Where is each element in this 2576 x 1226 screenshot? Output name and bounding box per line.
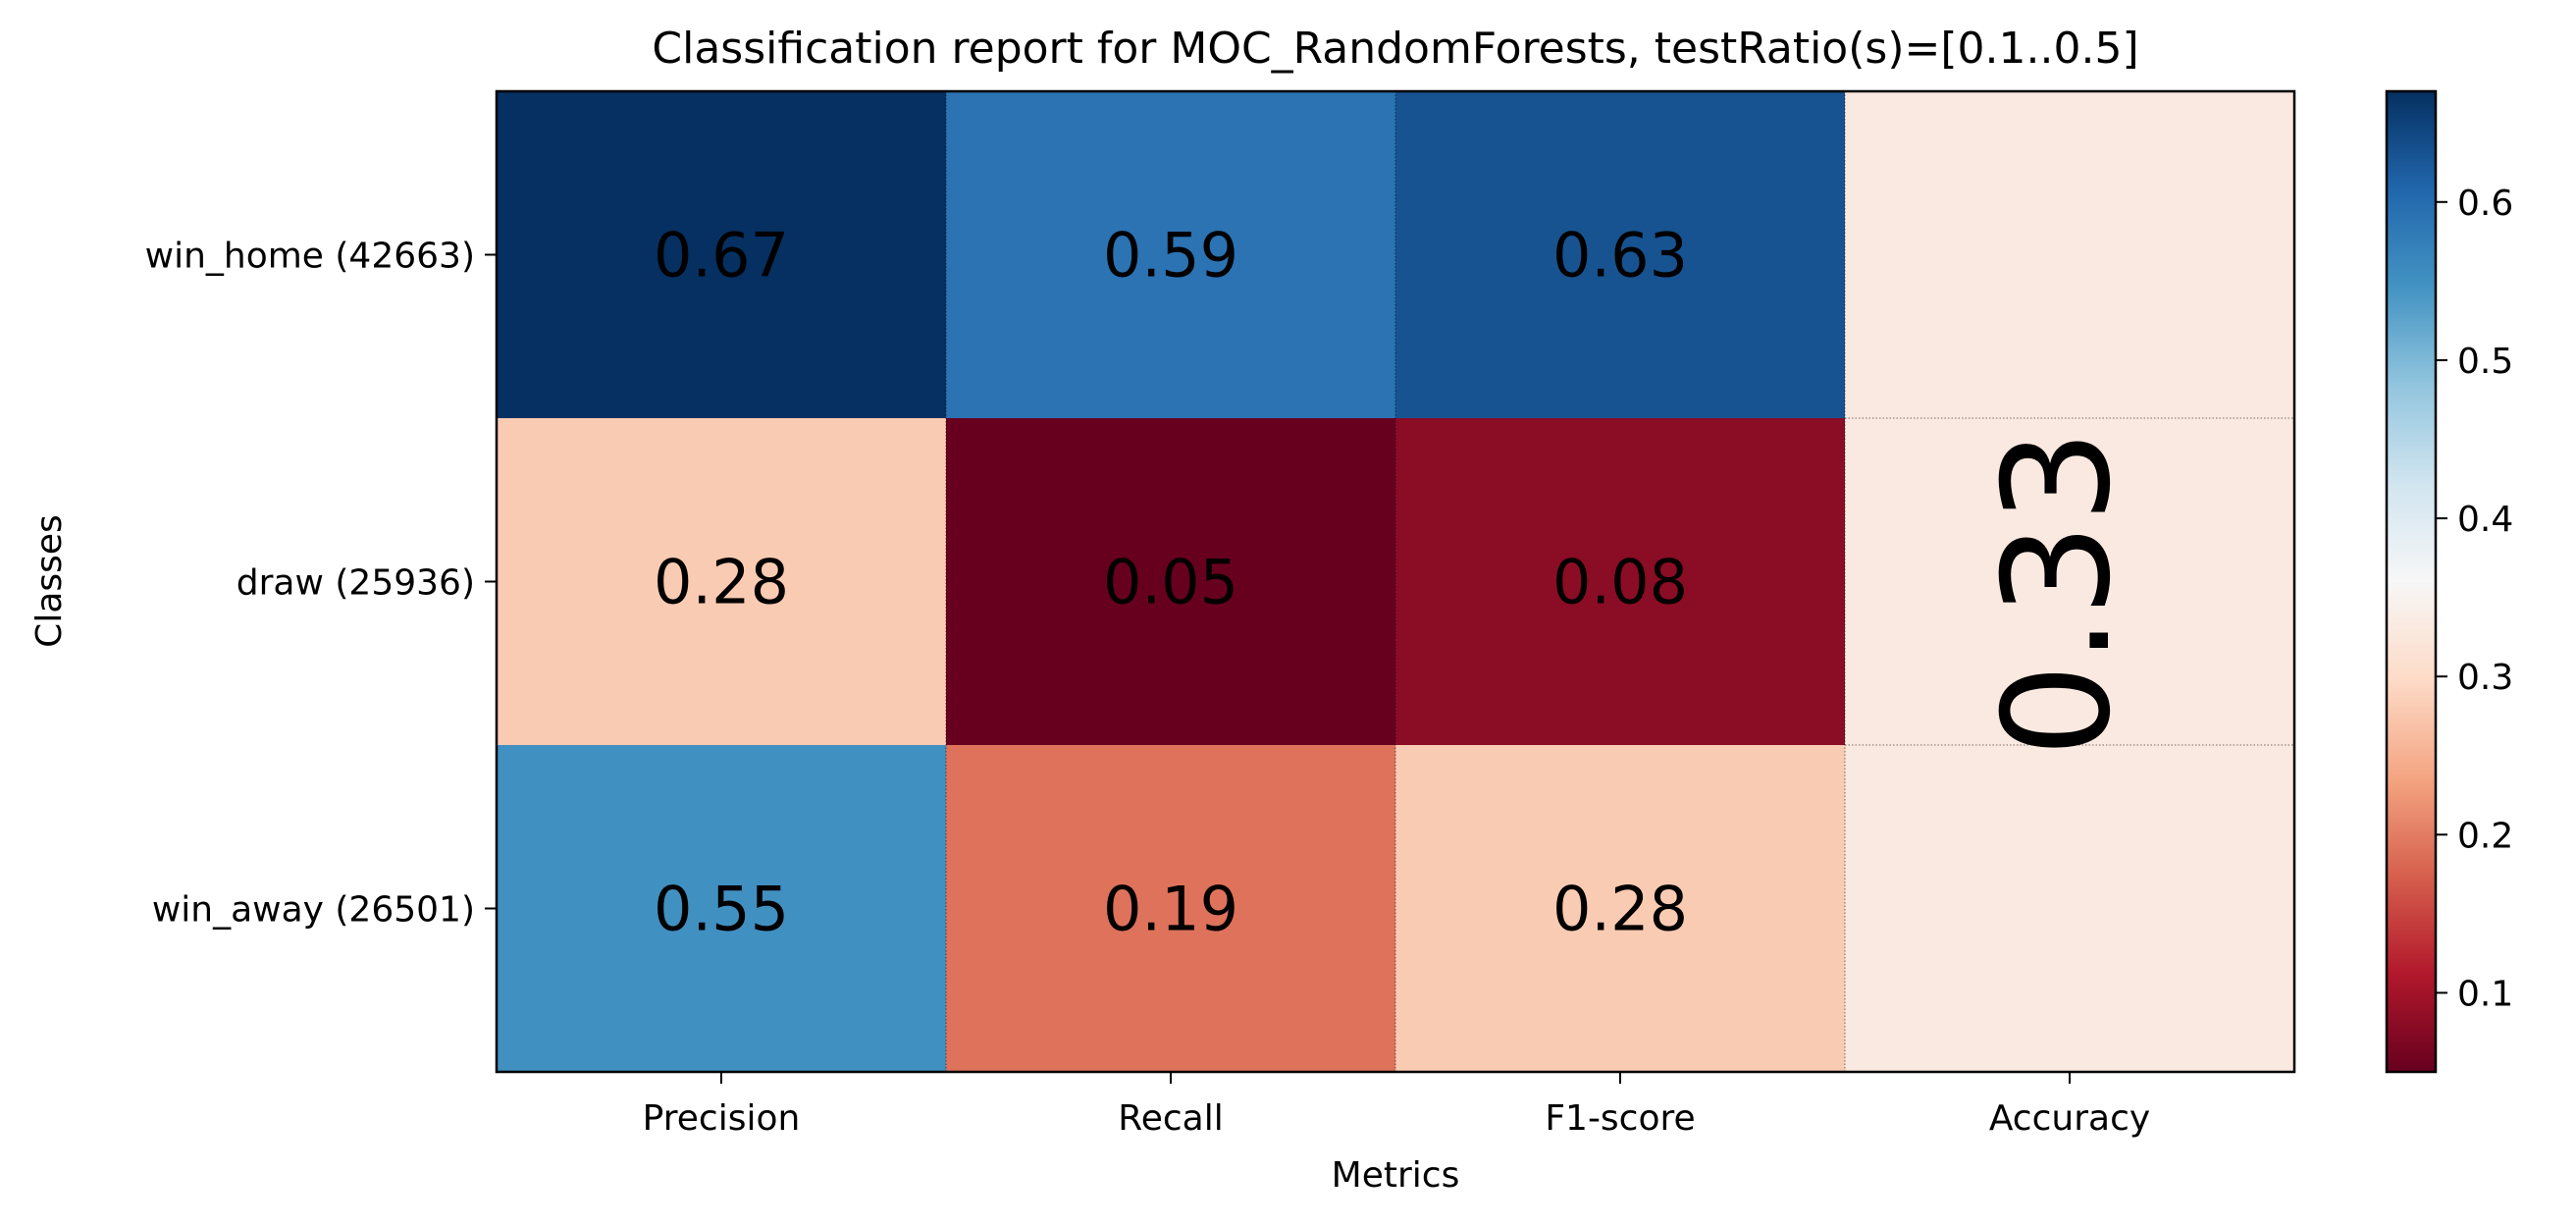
y-tick-label: win_home (42663) (145, 237, 475, 277)
cell-value-label: 0.28 (1552, 874, 1688, 945)
colorbar-tick-label: 0.4 (2457, 500, 2513, 540)
colorbar-tick-label: 0.2 (2457, 816, 2513, 856)
cell-value-labels: 0.67 0.59 0.63 0.28 0.05 0.08 0.55 0.19 0.28 0.33 (654, 220, 2143, 945)
colorbar-tick-label: 0.3 (2457, 658, 2513, 698)
y-tick-label: win_away (26501) (152, 890, 475, 931)
cell-value-label: 0.59 (1103, 220, 1238, 292)
x-tick-label: F1-score (1545, 1098, 1695, 1139)
heatmap-cell (1395, 418, 1846, 746)
colorbar-tick-label: 0.1 (2457, 974, 2513, 1014)
cell-value-label: 0.19 (1103, 874, 1238, 945)
heatmap-cell (1395, 91, 1846, 419)
heatmap-cell (497, 418, 947, 746)
colorbar-ticks: 0.1 0.2 0.3 0.4 0.5 0.6 (2436, 184, 2513, 1014)
cell-dividers (945, 91, 2294, 1072)
y-axis-label: Classes (29, 514, 70, 648)
x-axis-ticks: Precision Recall F1-score Accuracy (643, 1072, 2150, 1139)
colorbar-tick-label: 0.6 (2457, 184, 2513, 224)
colorbar (2385, 89, 2438, 1074)
chart-title: Classification report for MOC_RandomFore… (652, 24, 2138, 74)
colorbar-tick-label: 0.5 (2457, 342, 2513, 382)
cell-value-label: 0.63 (1552, 220, 1688, 292)
heatmap-cell (946, 418, 1396, 746)
heatmap-cell (497, 91, 947, 419)
heatmap-cells (497, 91, 2294, 1073)
x-tick-label: Recall (1118, 1098, 1223, 1139)
heatmap-cell (1395, 745, 1846, 1073)
cell-value-label: 0.67 (654, 220, 789, 292)
accuracy-cell (1845, 745, 2294, 1073)
accuracy-value-label: 0.33 (1972, 430, 2143, 758)
heatmap-cell (497, 745, 947, 1073)
y-axis-ticks: win_home (42663) draw (25936) win_away (26… (145, 237, 497, 931)
y-tick-label: draw (25936) (237, 563, 475, 604)
accuracy-cell (1845, 91, 2294, 419)
heatmap-cell (946, 91, 1396, 419)
accuracy-cell (1845, 418, 2294, 746)
cell-value-label: 0.05 (1103, 547, 1238, 618)
x-tick-label: Precision (643, 1098, 801, 1139)
x-tick-label: Accuracy (1989, 1098, 2150, 1139)
heatmap-cell (946, 745, 1396, 1073)
cell-value-label: 0.28 (654, 547, 789, 618)
x-axis-label: Metrics (1332, 1155, 1460, 1196)
cell-value-label: 0.55 (654, 874, 789, 945)
cell-value-label: 0.08 (1552, 547, 1688, 618)
